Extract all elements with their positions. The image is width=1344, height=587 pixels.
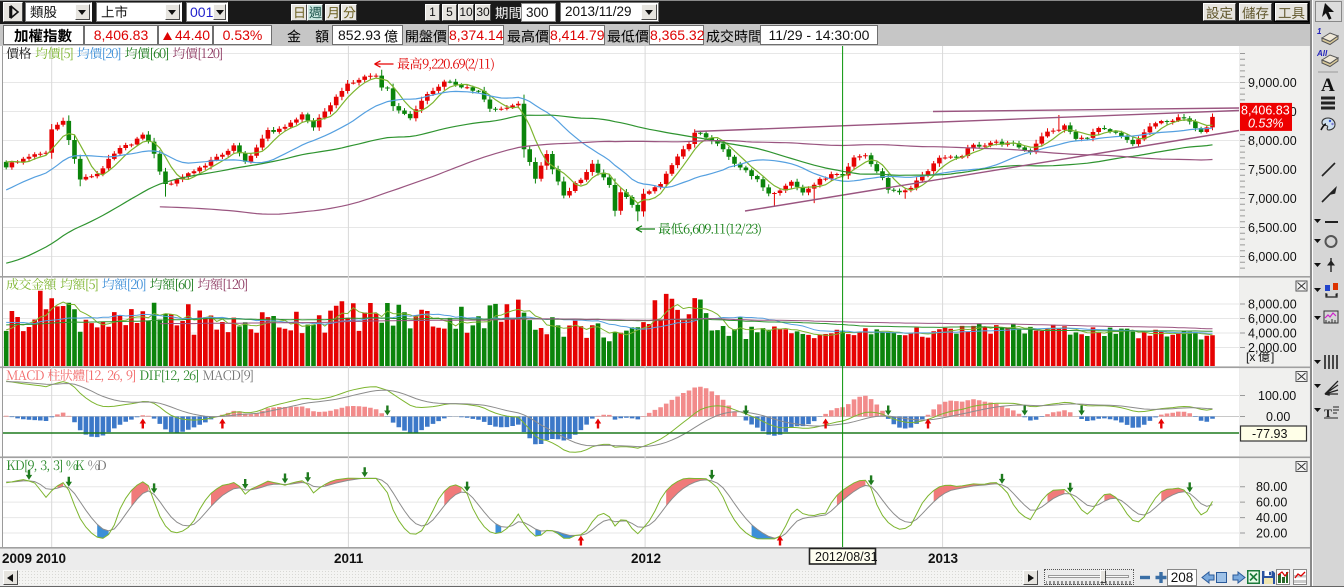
svg-text:60.00: 60.00 — [1256, 496, 1287, 510]
svg-text:2012: 2012 — [631, 551, 661, 566]
svg-text:2013: 2013 — [928, 551, 959, 566]
svg-text:40.00: 40.00 — [1256, 511, 1287, 525]
svg-text:T: T — [1324, 406, 1332, 420]
svg-text:2009: 2009 — [2, 551, 32, 566]
svg-text:8,000.00: 8,000.00 — [1248, 134, 1297, 148]
svg-text:2,000.00: 2,000.00 — [1248, 341, 1297, 355]
svg-text:2011: 2011 — [334, 551, 364, 566]
svg-text:4,000.00: 4,000.00 — [1248, 327, 1297, 341]
svg-text:[x: [x — [1246, 350, 1255, 364]
svg-text:0.53%: 0.53% — [1248, 116, 1283, 130]
svg-text:0.00: 0.00 — [1266, 410, 1290, 424]
svg-text:20.00: 20.00 — [1256, 527, 1287, 541]
svg-text:2012/08/31: 2012/08/31 — [815, 550, 878, 564]
svg-text:100.00: 100.00 — [1258, 389, 1296, 403]
svg-text:6,000.00: 6,000.00 — [1248, 250, 1297, 264]
svg-text:All: All — [1316, 49, 1328, 58]
svg-text:7,500.00: 7,500.00 — [1248, 163, 1297, 177]
svg-text:]: ] — [1271, 350, 1274, 364]
svg-text:9,000.00: 9,000.00 — [1248, 76, 1297, 90]
svg-text:6,500.00: 6,500.00 — [1248, 221, 1297, 235]
svg-text:-77.93: -77.93 — [1252, 427, 1287, 441]
svg-text:8,000.00: 8,000.00 — [1248, 298, 1297, 312]
svg-text:2010: 2010 — [36, 551, 66, 566]
svg-text:80.00: 80.00 — [1256, 480, 1287, 494]
svg-text:8,406.83: 8,406.83 — [1241, 103, 1290, 117]
svg-text:A: A — [1321, 75, 1335, 96]
svg-text:6,000.00: 6,000.00 — [1248, 312, 1297, 326]
svg-text:7,000.00: 7,000.00 — [1248, 192, 1297, 206]
svg-text:1: 1 — [1317, 27, 1322, 36]
